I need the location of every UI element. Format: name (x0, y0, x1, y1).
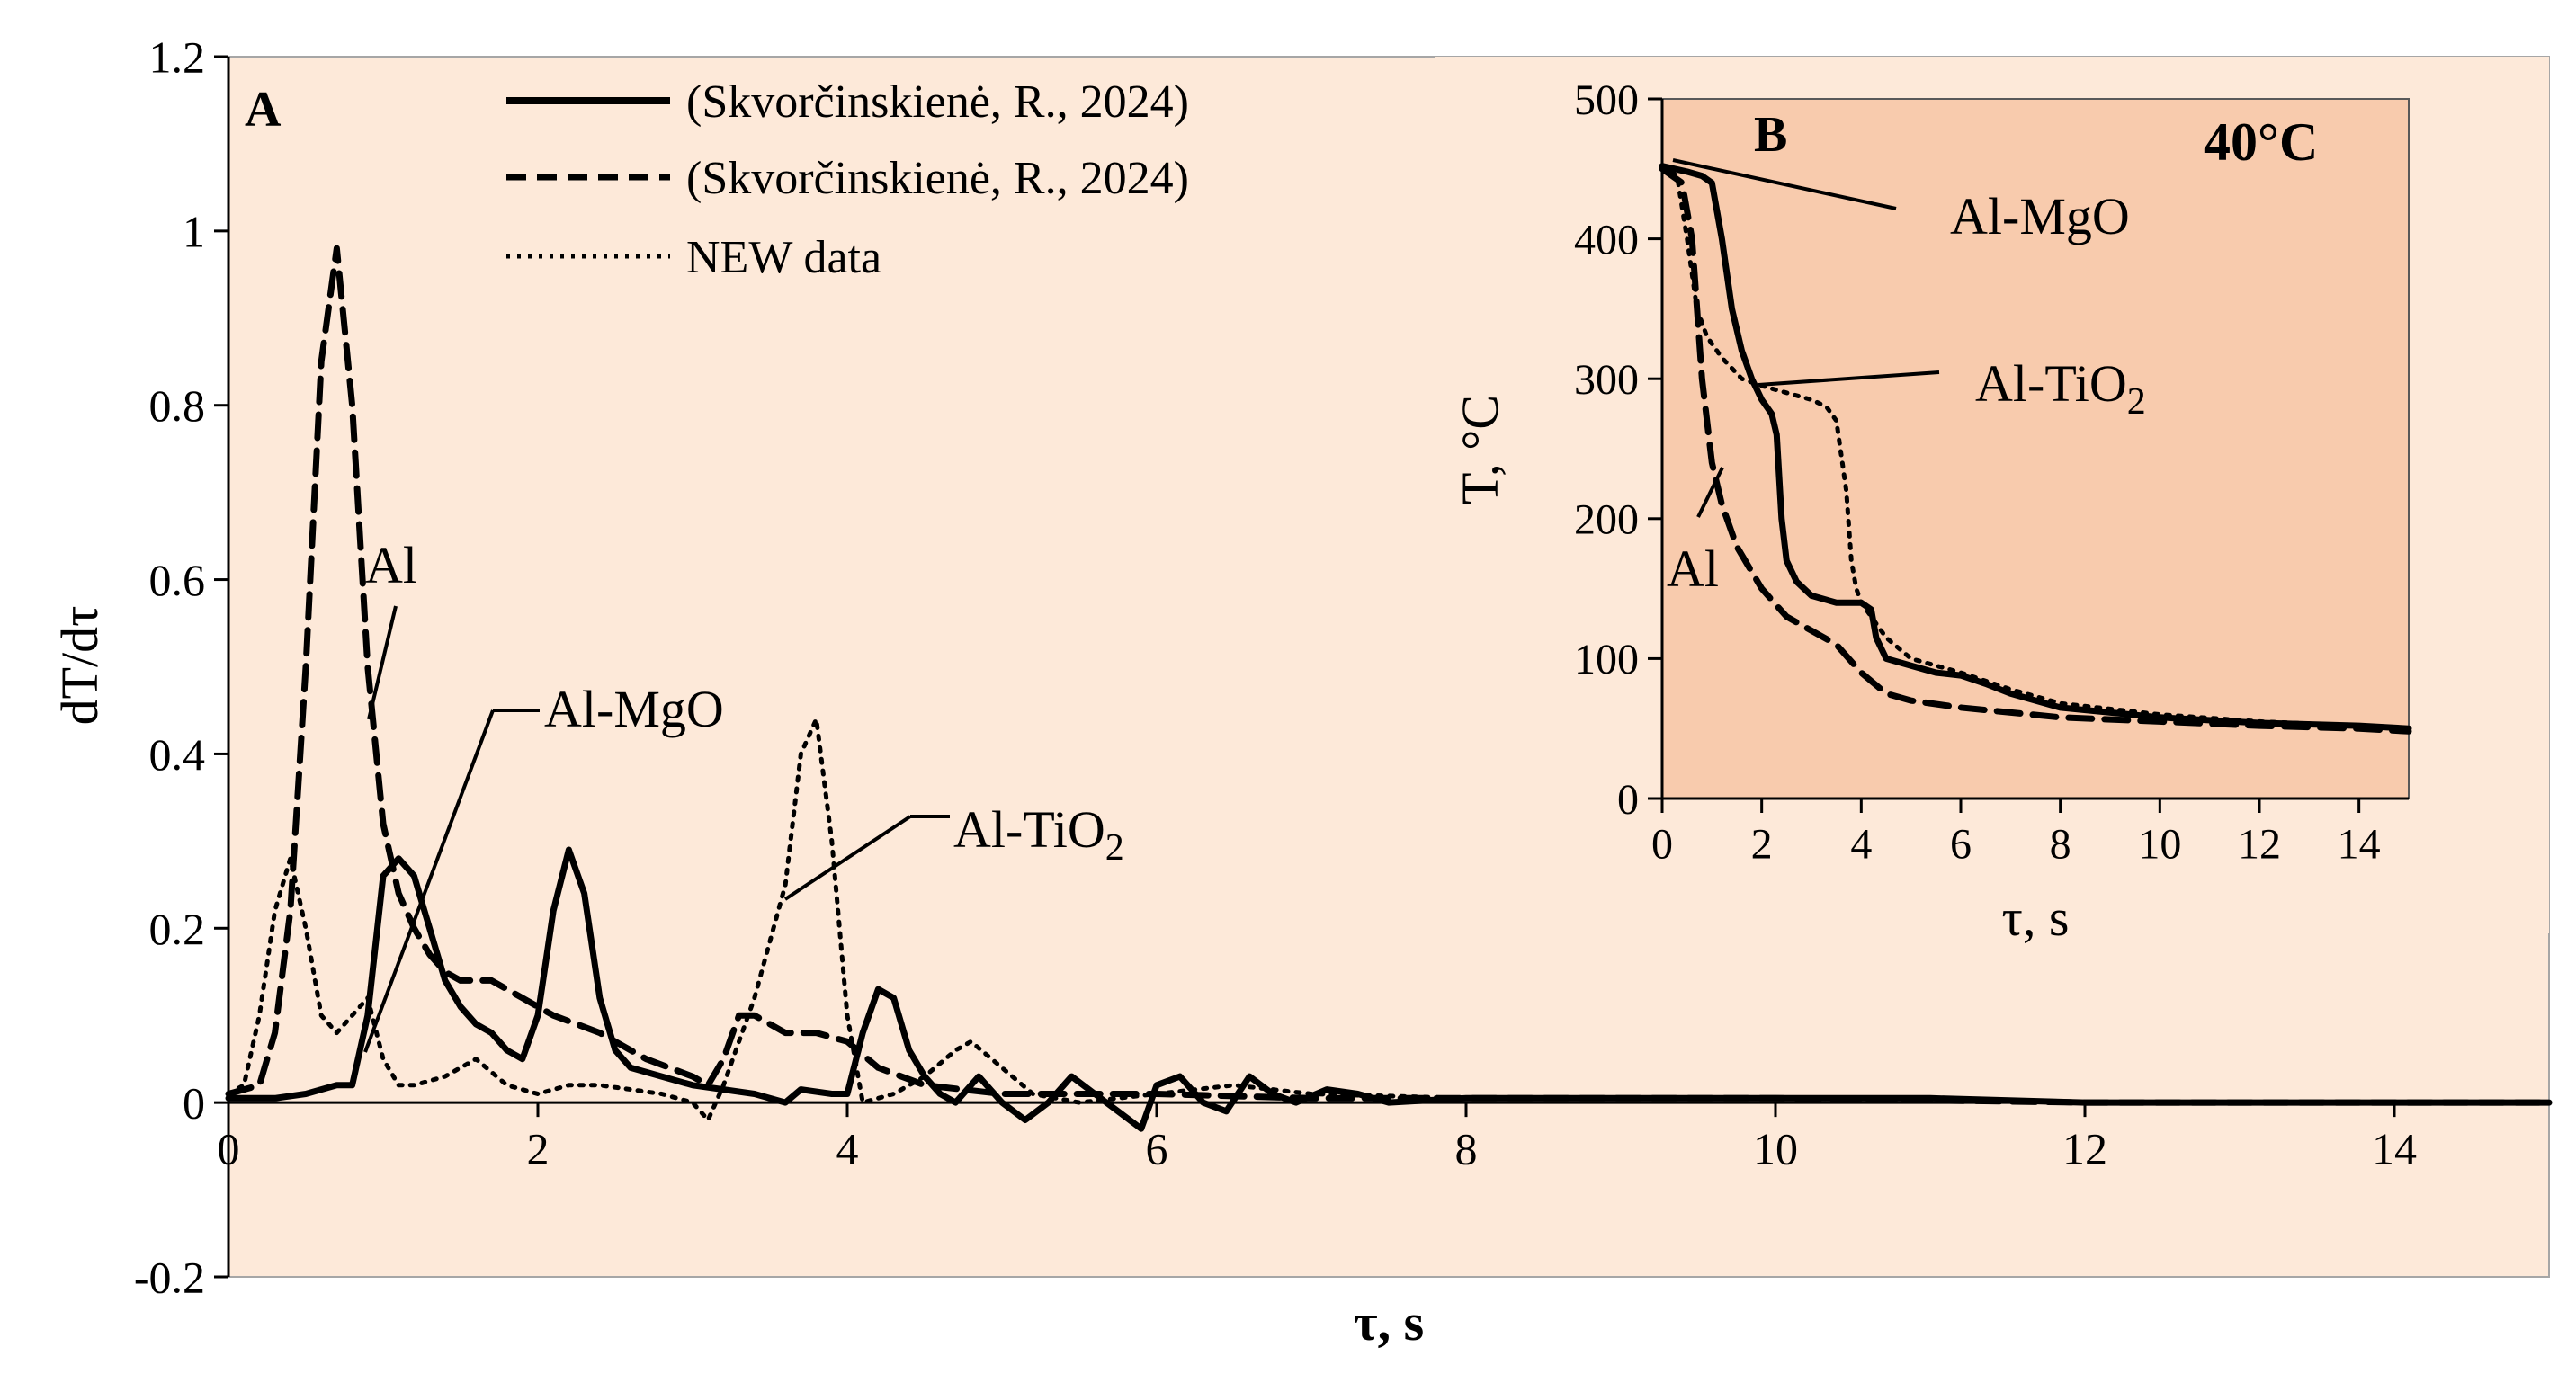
panel-b-y-tick-label: 500 (1574, 76, 1639, 124)
panel-a-y-tick-label: 0 (183, 1078, 205, 1129)
panel-b-series-group (1659, 163, 2412, 735)
panel-b: 0 100 200 300 400 500 0 2 4 6 8 10 12 14 B 40°C Al-M… (1435, 57, 2549, 947)
annotation-al-tio2-subscript: 2 (1105, 827, 1124, 869)
panel-b-x-axis-title: τ, s (2002, 888, 2070, 947)
panel-a-x-tick-label: 6 (1146, 1124, 1168, 1174)
panel-a-y-tick-label: -0.2 (134, 1253, 205, 1303)
inset-annotation-al-tio2-leader (1758, 370, 1940, 387)
panel-b-y-tick-label: 400 (1574, 216, 1639, 263)
inset-annotation-al-tio2-subscript: 2 (2127, 381, 2146, 423)
inset-annotation-al: Al (1667, 540, 1719, 598)
panel-a-x-tick-label: 10 (1753, 1124, 1798, 1174)
annotation-al: Al (365, 536, 417, 594)
panel-b-y-tick-label: 100 (1574, 636, 1639, 683)
panel-a-x-axis-title: τ, s (1354, 1293, 1424, 1352)
annotation-al-tio2-text: Al-TiO (953, 800, 1105, 859)
panel-b-x-tick-label: 2 (1751, 820, 1773, 868)
panel-a-x-tick-label: 2 (527, 1124, 550, 1174)
annotation-al-tio2-leader-diagonal (783, 815, 912, 901)
panel-b-x-tick-label: 6 (1950, 820, 1972, 868)
panel-a-legend: (Skvorčinskienė, R., 2024) (Skvorčinskie… (506, 76, 1189, 283)
panel-b-x-axis-ticks: 0 2 4 6 8 10 12 14 (1651, 799, 2381, 868)
panel-b-x-tick-label: 12 (2238, 820, 2281, 868)
panel-a-y-axis-ticks: -0.2 0 0.2 0.4 0.6 0.8 1 1.2 (134, 32, 228, 1303)
panel-a-series-al (225, 245, 2553, 1106)
annotation-al-mgo-leader-diagonal (363, 709, 495, 1053)
inset-annotation-al-tio2: Al-TiO2 (1975, 354, 2146, 423)
panel-a-series-group (225, 245, 2553, 1132)
panel-b-y-axis-title: T, °C (1451, 395, 1509, 504)
panel-a-label: A (245, 82, 282, 138)
legend-dashed-label: (Skvorčinskienė, R., 2024) (686, 153, 1189, 204)
panel-b-x-tick-label: 14 (2338, 820, 2381, 868)
panel-a-x-tick-label: 4 (836, 1124, 859, 1174)
panel-b-x-tick-label: 10 (2138, 820, 2181, 868)
panel-b-y-tick-label: 0 (1617, 776, 1639, 824)
annotation-al-leader (367, 605, 398, 720)
inset-annotation-al-mgo-leader (1672, 158, 1897, 210)
panel-b-x-tick-label: 0 (1651, 820, 1673, 868)
panel-b-y-tick-label: 300 (1574, 356, 1639, 404)
annotation-al-mgo: Al-MgO (544, 680, 724, 738)
panel-a-y-tick-label: 0.8 (149, 380, 206, 431)
annotation-al-tio2: Al-TiO2 (953, 800, 1124, 869)
panel-b-title: 40°C (2204, 112, 2318, 172)
panel-a-x-tick-label: 14 (2372, 1124, 2417, 1174)
panel-b-series-al (1659, 165, 2412, 735)
panel-a-x-tick-label: 8 (1455, 1124, 1478, 1174)
panel-b-series-al-mgo (1659, 163, 2412, 732)
panel-a-y-axis-title: dT/dτ (50, 606, 109, 726)
panel-a-series-al-mgo (225, 846, 2553, 1132)
inset-annotation-al-leader (1696, 467, 1724, 518)
panel-b-x-tick-label: 8 (2050, 820, 2071, 868)
inset-annotation-al-mgo: Al-MgO (1950, 187, 2130, 245)
panel-b-x-tick-label: 4 (1850, 820, 1872, 868)
panel-a-y-tick-label: 1.2 (149, 32, 206, 83)
panel-a-y-tick-label: 0.6 (149, 555, 206, 605)
panel-b-series-al-tio2 (1659, 164, 2411, 731)
panel-b-plot-area (1661, 98, 2410, 799)
panel-a-x-tick-label: 12 (2062, 1124, 2107, 1174)
panel-b-label: B (1754, 107, 1787, 163)
panel-a-y-tick-label: 1 (183, 206, 205, 256)
legend-dotted-label: NEW data (686, 232, 881, 283)
panel-b-annotations: Al-MgO Al-TiO2 Al (1667, 158, 2146, 598)
panel-b-y-tick-label: 200 (1574, 496, 1639, 544)
panel-a-y-tick-label: 0.4 (149, 729, 206, 780)
panel-b-y-axis-ticks: 0 100 200 300 400 500 (1574, 76, 1662, 824)
legend-solid-label: (Skvorčinskienė, R., 2024) (686, 76, 1189, 128)
panel-a-series-al-tio2 (226, 717, 2552, 1122)
panel-a-y-tick-label: 0.2 (149, 904, 206, 954)
inset-annotation-al-tio2-text: Al-TiO (1975, 354, 2127, 413)
panel-a-annotations: Al Al-MgO Al-TiO2 (363, 536, 1124, 1053)
